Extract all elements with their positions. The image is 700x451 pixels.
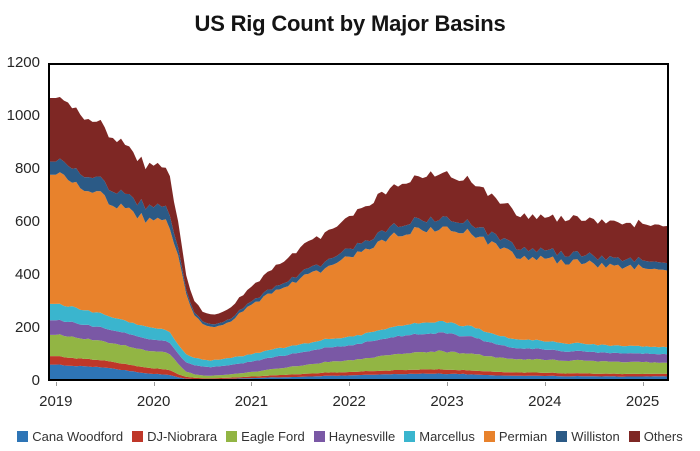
x-tick: [55, 382, 57, 386]
y-tick-label: 400: [14, 266, 40, 283]
area-dj-niobrara: [48, 356, 669, 380]
y-tick-label: 1200: [6, 54, 40, 71]
area-permian: [48, 172, 669, 361]
area-eagle-ford: [48, 334, 669, 379]
legend-swatch-marcellus: [404, 431, 416, 442]
legend-swatch-williston: [556, 431, 568, 442]
y-tick-label: 0: [31, 372, 40, 389]
legend-label-permian: Permian: [498, 429, 548, 444]
x-tick-label: 2022: [332, 393, 366, 410]
legend-item-haynesville: Haynesville: [313, 429, 396, 444]
x-tick: [251, 382, 253, 386]
x-tick: [349, 382, 351, 386]
area-cana-woodford: [48, 364, 669, 381]
x-tick-label: 2024: [528, 393, 562, 410]
legend-item-eagle-ford: Eagle Ford: [226, 429, 305, 444]
stacked-area-chart: [48, 97, 669, 381]
x-tick: [642, 382, 644, 386]
legend-label-others: Others: [643, 429, 683, 444]
y-tick-label: 200: [14, 319, 40, 336]
area-haynesville: [48, 319, 669, 376]
area-others: [48, 97, 669, 325]
x-tick-label: 2021: [234, 393, 269, 410]
legend-swatch-permian: [483, 431, 495, 442]
legend-item-others: Others: [628, 429, 683, 444]
legend-label-dj-niobrara: DJ-Niobrara: [147, 429, 218, 444]
legend-label-marcellus: Marcellus: [419, 429, 475, 444]
legend-swatch-eagle-ford: [226, 431, 238, 442]
legend-swatch-others: [628, 431, 640, 442]
legend: Cana Woodford DJ-Niobrara Eagle Ford Haynes…: [0, 429, 700, 444]
x-tick-label: 2019: [39, 393, 73, 410]
legend-label-haynesville: Haynesville: [328, 429, 396, 444]
x-tick: [447, 382, 448, 386]
x-tick: [544, 382, 546, 386]
legend-swatch-cana-woodford: [17, 431, 29, 442]
chart-title: US Rig Count by Major Basins: [194, 11, 506, 36]
y-tick-label: 1000: [6, 107, 40, 124]
legend-label-williston: Williston: [571, 429, 620, 444]
legend-item-williston: Williston: [556, 429, 620, 444]
legend-item-dj-niobrara: DJ-Niobrara: [132, 429, 217, 444]
x-tick-label: 2020: [136, 393, 171, 410]
x-tick: [153, 382, 155, 386]
area-marcellus: [48, 303, 669, 368]
plot-area: [48, 63, 669, 381]
legend-item-cana-woodford: Cana Woodford: [17, 429, 123, 444]
y-tick-label: 800: [14, 160, 40, 177]
legend-swatch-dj-niobrara: [132, 431, 144, 442]
x-tick-label: 2023: [430, 393, 464, 410]
legend-label-eagle-ford: Eagle Ford: [241, 429, 305, 444]
x-tick-label: 2025: [625, 393, 660, 410]
legend-swatch-haynesville: [313, 431, 325, 442]
y-tick-label: 600: [14, 213, 40, 230]
legend-item-permian: Permian: [483, 429, 548, 444]
legend-label-cana-woodford: Cana Woodford: [32, 429, 124, 444]
legend-item-marcellus: Marcellus: [404, 429, 475, 444]
